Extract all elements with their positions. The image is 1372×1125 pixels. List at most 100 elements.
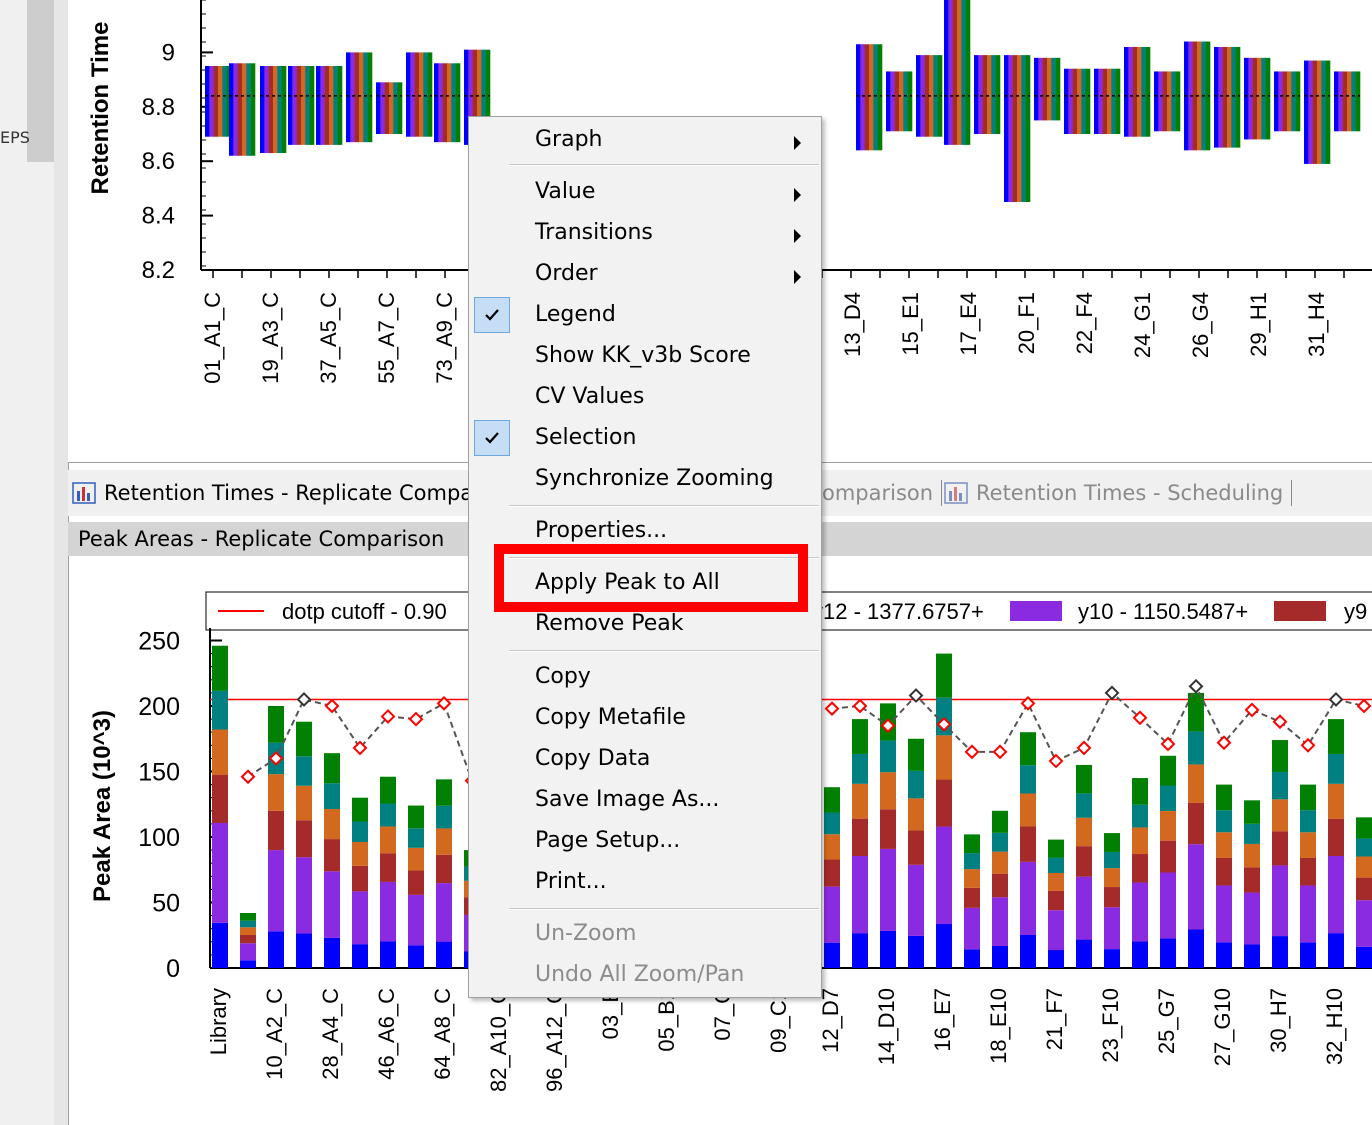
rt-x-label: 24_G1	[1130, 292, 1155, 358]
menu-item-cv-values[interactable]: CV Values	[469, 379, 821, 417]
pa-bar-segment	[268, 810, 284, 851]
rt-box-segment	[1137, 46, 1142, 137]
rt-y-axis: 8.2 8.4 8.6 8.8 9	[142, 0, 1372, 284]
pa-bar-segment	[936, 923, 952, 968]
rt-x-label: 55_A7_C	[374, 292, 399, 384]
pa-bar-segment	[1048, 910, 1064, 951]
rt-box-segment	[1064, 68, 1069, 134]
pa-x-label: 28_A4_C	[318, 988, 343, 1080]
pa-bar-segment	[1356, 856, 1372, 878]
rt-box-segment	[1154, 71, 1159, 132]
rt-box-segment	[434, 63, 439, 143]
rt-box-segment	[277, 66, 282, 154]
tab-label: omparison	[822, 481, 934, 505]
pa-bar-segment	[380, 853, 396, 882]
menu-item-apply-peak-to-all[interactable]: Apply Peak to All	[469, 565, 821, 603]
pa-bar-segment	[1244, 944, 1260, 968]
tab-retention-times-replicate[interactable]: Retention Times - Replicate Compari	[72, 478, 488, 508]
rt-box-segment	[442, 63, 448, 143]
rt-box-segment	[1021, 55, 1026, 203]
left-panel-clipped-text: EPS	[0, 128, 30, 147]
rt-box-segment	[1055, 57, 1061, 121]
legend-y10: y10 - 1150.5487+	[1078, 599, 1248, 624]
rt-box-segment	[903, 71, 908, 132]
pa-bar-segment	[824, 787, 840, 813]
rt-box-segment	[1047, 57, 1052, 121]
pa-y-tick-label: 100	[138, 824, 180, 852]
tab-retention-times-scheduling[interactable]: Retention Times - Scheduling	[944, 478, 1293, 508]
dotp-point	[824, 701, 840, 717]
pa-bar-segment	[852, 753, 868, 784]
rt-x-label: 22_F4	[1072, 292, 1097, 354]
menu-item-show-score[interactable]: Show KK_v3b Score	[469, 338, 821, 376]
pa-bar-segment	[324, 871, 340, 938]
pa-bar-segment	[964, 834, 980, 854]
rt-box-segment	[1132, 46, 1138, 137]
tab-peak-areas-comparison[interactable]: omparison	[822, 478, 943, 508]
pa-bar-segment	[1104, 907, 1120, 950]
retention-times-chart[interactable]: Retention Time 8.2 8.4 8.6 8.8 9 01_A1_C 19_A…	[68, 0, 1372, 462]
menu-item-copy-metafile[interactable]: Copy Metafile	[469, 700, 821, 738]
pa-bar-segment	[1188, 731, 1204, 765]
dotp-point	[964, 744, 980, 760]
pa-bar-segment	[1104, 887, 1120, 908]
rt-box-segment	[346, 52, 351, 143]
rt-box-segment	[237, 63, 243, 156]
rt-box-segment	[292, 66, 297, 145]
submenu-arrow-icon	[794, 270, 801, 284]
menu-item-transitions[interactable]: Transitions	[469, 215, 821, 253]
pa-bar-segment	[992, 945, 1008, 968]
pa-bar-segment	[824, 812, 840, 835]
rt-box-segment	[447, 63, 452, 143]
pa-bar-segment	[296, 785, 312, 821]
pa-bar-segment	[1048, 857, 1064, 873]
dotp-point	[380, 709, 396, 724]
pa-bar-segment	[1104, 833, 1120, 852]
dotp-point	[324, 698, 340, 714]
rt-box-segment	[226, 66, 232, 137]
menu-item-copy-data[interactable]: Copy Data	[469, 741, 821, 779]
pa-bar-segment	[324, 937, 340, 968]
rt-box-segment	[1192, 41, 1198, 151]
left-panel-scrollbar[interactable]	[27, 0, 54, 162]
menu-item-copy[interactable]: Copy	[469, 659, 821, 697]
rt-box-segment	[1008, 55, 1013, 203]
rt-box-segment	[1227, 46, 1232, 148]
pa-bar-segment	[408, 805, 424, 829]
menu-item-page-setup[interactable]: Page Setup...	[469, 823, 821, 861]
pa-bar-segment	[380, 826, 396, 854]
pa-bar-segment	[992, 873, 1008, 898]
menu-item-selection[interactable]: Selection	[469, 420, 821, 458]
pa-bar-segment	[1104, 868, 1120, 888]
rt-box-segment	[1034, 57, 1039, 121]
pa-bar-segment	[380, 803, 396, 827]
pa-bar-segment	[212, 645, 228, 691]
menu-item-order[interactable]: Order	[469, 256, 821, 294]
peak-area-bars	[212, 645, 1372, 968]
menu-item-value[interactable]: Value	[469, 174, 821, 212]
menu-item-label: Legend	[535, 302, 616, 327]
pa-bar-segment	[1048, 890, 1064, 911]
menu-item-graph[interactable]: Graph	[469, 122, 821, 160]
checkmark-icon	[474, 297, 510, 333]
pa-x-label: 12_D7	[818, 988, 843, 1053]
menu-item-save-image-as[interactable]: Save Image As...	[469, 782, 821, 820]
pa-bar-segment	[1216, 784, 1232, 811]
pa-bar-segment	[436, 883, 452, 942]
menu-item-legend[interactable]: Legend	[469, 297, 821, 335]
menu-item-label: Apply Peak to All	[535, 570, 720, 595]
rt-box-segment	[1291, 71, 1296, 132]
pa-bar-segment	[1160, 810, 1176, 841]
menu-item-print[interactable]: Print...	[469, 864, 821, 902]
menu-item-properties[interactable]: Properties...	[469, 513, 821, 551]
rt-box-segment	[873, 44, 878, 151]
pa-bar-segment	[408, 847, 424, 871]
pa-y-tick-label: 50	[152, 890, 180, 918]
menu-item-synchronize-zooming[interactable]: Synchronize Zooming	[469, 461, 821, 499]
splitter[interactable]	[54, 0, 69, 1125]
rt-box-segment	[1347, 71, 1352, 132]
pa-bar-segment	[824, 886, 840, 943]
menu-item-remove-peak[interactable]: Remove Peak	[469, 606, 821, 644]
menu-item-label: Synchronize Zooming	[535, 466, 774, 491]
menu-item-label: Undo All Zoom/Pan	[535, 962, 745, 987]
